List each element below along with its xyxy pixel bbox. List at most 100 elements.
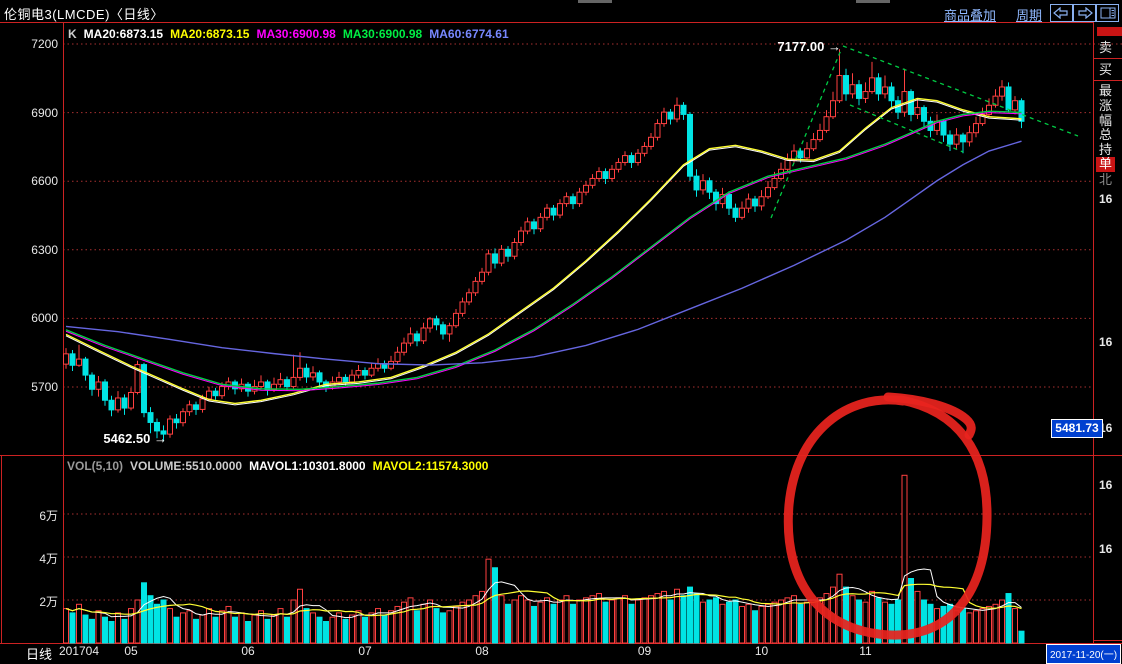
candle-body-down [550,207,557,216]
volume-bar-up [719,603,726,644]
quote-panel-item-最[interactable]: 最 [1099,83,1113,98]
volume-bar-down [1018,630,1025,644]
volume-bar-down [381,614,388,644]
volume-bar-down [888,603,895,644]
candle-body-down [602,171,609,179]
volume-bar-down [693,593,700,644]
volume-bar-up [355,610,362,644]
ma-legend-item: MA20:6873.15 [83,27,164,41]
volume-bar-down [680,595,687,644]
red-circle-annotation [783,395,992,640]
volume-bar-up [524,599,531,644]
candle-body-up [420,327,427,342]
volume-bar-up [609,599,615,644]
price-tick-label: 5700 [31,380,58,394]
quote-panel-item-16[interactable]: 16 [1099,192,1113,206]
candle-body-up [466,292,472,303]
candle-body-up [537,216,544,230]
month-label: 11 [859,644,872,658]
month-label: 07 [358,644,372,658]
volume-bar-down [173,616,180,644]
volume-bar-down [154,603,160,644]
candle-body-up [986,104,992,115]
overlay-instrument-link[interactable]: 商品叠加 [944,8,997,23]
quote-panel-item-北[interactable]: 北 [1099,172,1113,187]
quote-panel-item-幅[interactable]: 幅 [1099,113,1113,128]
candle-body-up [654,123,661,138]
candle-body-down [960,134,966,143]
volume-bar-down [713,597,719,644]
layout-button[interactable] [1096,4,1119,22]
candle-body-down [1005,86,1012,111]
volume-bar-up [115,612,121,644]
candle-body-up [271,383,277,391]
volume-bar-down [440,612,446,644]
month-label: 201704 [58,644,100,658]
candle-body-up [830,100,836,118]
candle-body-up [771,177,778,189]
candle-body-up [999,86,1005,97]
volume-bar-up [804,601,810,644]
panel-separator [1094,455,1122,456]
volume-bar-up [862,601,869,644]
volume-bar-up [576,599,583,644]
volume-bar-up [615,597,622,644]
candle-body-down [706,180,713,193]
window-title: 伦铜电3(LMCDE)〈日线〉 [4,7,164,22]
volume-bar-up [999,599,1005,644]
candle-body-down [362,370,368,376]
volume-bar-down [303,608,310,644]
prev-button[interactable] [1050,4,1073,22]
volume-bar-down [264,618,271,644]
candle-body-up [836,75,843,102]
candle-body-down [888,86,895,102]
candle-body-up [95,381,102,390]
candle-body-down [212,390,219,397]
candle-body-up [128,391,134,409]
volume-bar-up [914,590,921,644]
candle-body-down [141,364,147,414]
volume-bar-up [544,597,550,644]
quote-panel-item-持[interactable]: 持 [1099,142,1113,157]
candle-body-up [459,301,466,314]
ma-legend-item: MA60:6774.61 [429,27,509,41]
candle-body-down [433,318,440,326]
ma-legend-item: MA30:6900.98 [342,27,423,41]
candle-body-up [862,91,869,99]
volume-bar-up [661,590,667,644]
volume-bar-up [336,612,342,644]
candle-body-down [752,198,758,207]
candle-body-up [914,107,921,115]
quote-panel-item-涨[interactable]: 涨 [1099,98,1113,113]
quote-panel-item-买[interactable]: 买 [1099,62,1113,77]
candle-body-up [622,155,628,163]
quote-panel-item-16[interactable]: 16 [1099,542,1113,556]
volume-bar-down [89,618,95,644]
volume-bar-up [277,608,284,644]
candle-body-up [277,379,284,385]
candle-body-up [563,196,570,205]
candle-body-down [680,104,687,115]
quote-panel-item-总[interactable]: 总 [1099,127,1113,142]
corner-indicator [1097,27,1122,36]
volume-bar-down [505,603,511,644]
volume-bar-down [856,599,862,644]
quote-panel-item-16[interactable]: 16 [1099,478,1113,492]
candle-body-down [342,376,349,383]
candle-body-down [687,113,693,177]
quote-panel-item-卖[interactable]: 卖 [1099,40,1113,55]
next-button[interactable] [1073,4,1096,22]
volume-bar-up [674,588,680,644]
volume-bar-down [921,599,927,644]
candle-body-down [316,372,323,383]
candle-body-down [160,430,167,435]
quote-panel-item-单[interactable]: 单 [1096,157,1116,172]
volume-bar-down [843,586,849,644]
quote-panel-item-16[interactable]: 16 [1099,335,1113,349]
candle-body-up [849,84,856,95]
period-link[interactable]: 周期 [1016,8,1043,23]
volume-bar-up [1012,608,1018,644]
candle-body-up [745,198,752,209]
date-tag: 2017-11-20(一) [1046,644,1122,664]
